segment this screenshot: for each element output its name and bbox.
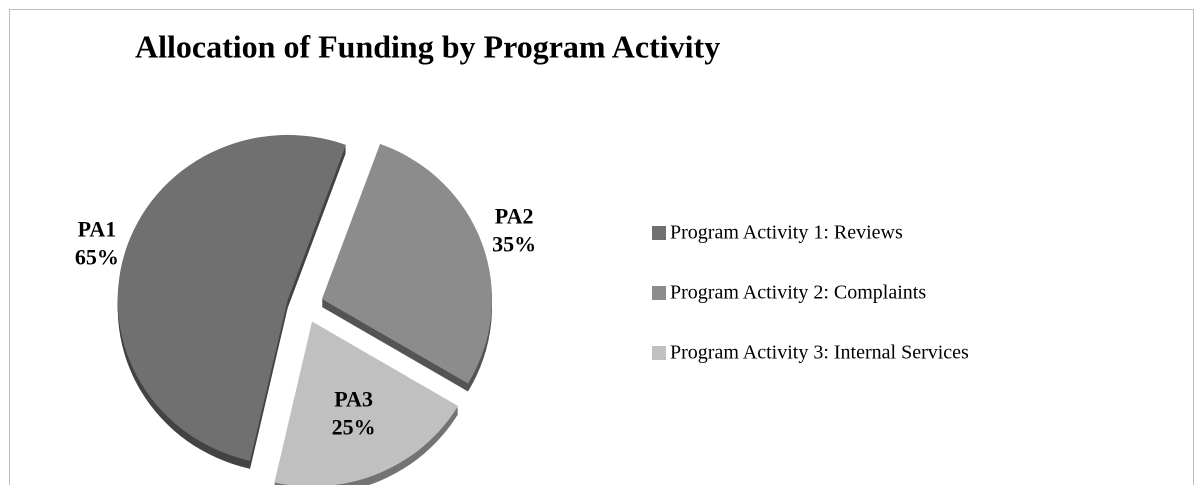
legend-swatch	[652, 226, 666, 240]
slice-label: PA3	[334, 387, 373, 412]
chart-border	[9, 9, 1194, 485]
slice	[321, 143, 492, 384]
slice-value: 25%	[332, 415, 376, 440]
slice-label: PA2	[495, 204, 534, 229]
chart-title: Allocation of Funding by Program Activit…	[135, 28, 720, 64]
slice-label: PA1	[78, 216, 117, 241]
legend-label: Program Activity 3: Internal Services	[670, 342, 969, 364]
legend-swatch	[652, 346, 666, 360]
legend-label: Program Activity 2: Complaints	[670, 282, 926, 304]
slice	[117, 134, 346, 461]
legend-swatch	[652, 286, 666, 300]
legend-label: Program Activity 1: Reviews	[670, 222, 903, 244]
slice-value: 35%	[492, 232, 536, 257]
slice	[274, 321, 459, 485]
slice-value: 65%	[75, 244, 119, 269]
